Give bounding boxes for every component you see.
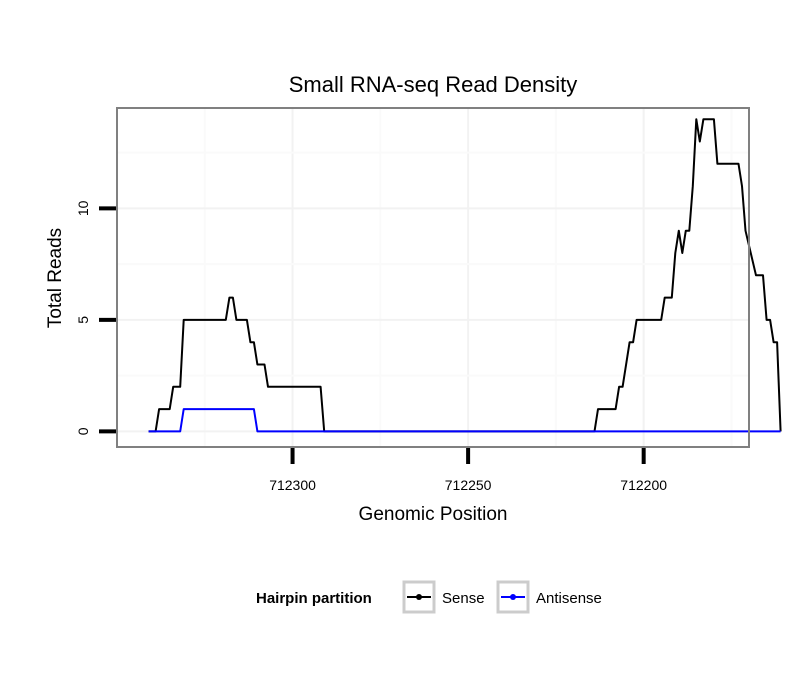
y-axis-ticks: 0 5 10 xyxy=(75,200,116,435)
legend-label-sense: Sense xyxy=(442,590,485,607)
x-tick-label-0: 712300 xyxy=(269,477,316,493)
x-tick-label-2: 712200 xyxy=(620,477,667,493)
legend-label-antisense: Antisense xyxy=(536,590,602,607)
series-line-antisense xyxy=(148,408,781,433)
y-tick-label-2: 10 xyxy=(75,200,91,216)
grid-lines xyxy=(117,108,749,447)
y-axis-label: Total Reads xyxy=(45,228,66,328)
x-axis-label: Genomic Position xyxy=(359,504,508,525)
legend-key-antisense-dot xyxy=(510,594,516,600)
legend: Hairpin partition Sense Antisense xyxy=(256,580,602,614)
y-tick-label-0: 0 xyxy=(75,427,91,435)
series-lines xyxy=(148,118,782,433)
plot-panel-border xyxy=(116,107,750,448)
legend-title: Hairpin partition xyxy=(256,590,372,607)
y-tick-label-1: 5 xyxy=(75,316,91,324)
x-tick-label-1: 712250 xyxy=(445,477,492,493)
series-line-sense xyxy=(148,118,782,433)
x-axis-ticks: 712300 712250 712200 xyxy=(269,448,667,493)
chart-title: Small RNA-seq Read Density xyxy=(289,72,578,97)
legend-key-sense-dot xyxy=(416,594,422,600)
